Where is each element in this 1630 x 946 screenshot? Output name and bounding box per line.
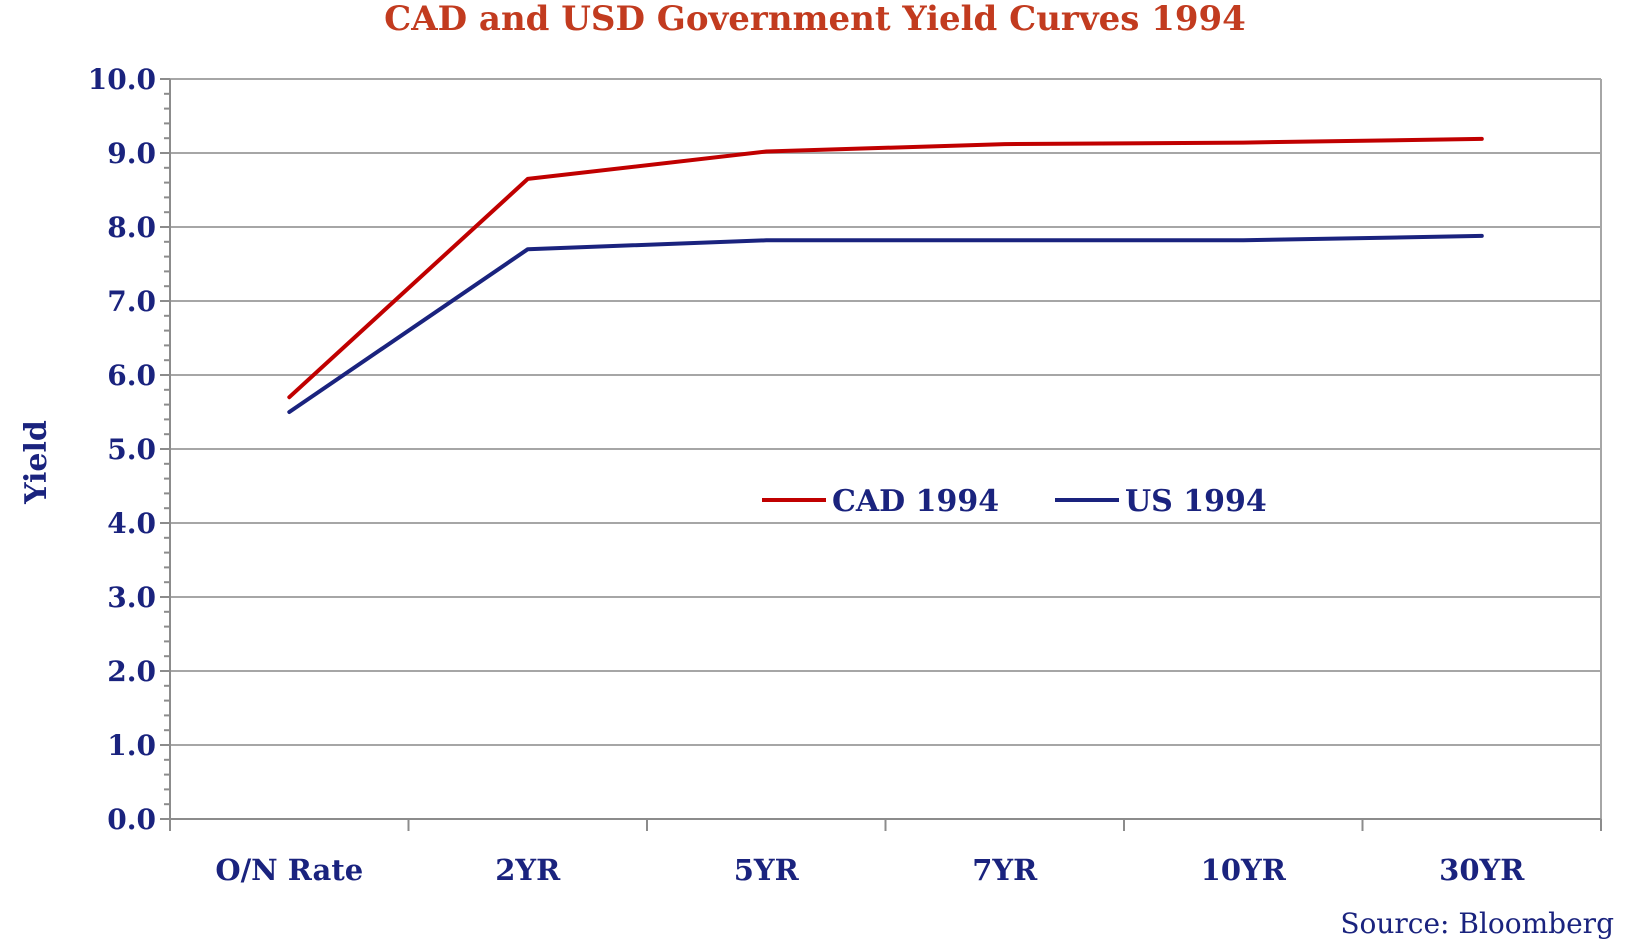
y-tick-label: 5.0 (107, 433, 156, 466)
series-line-1 (287, 233, 1484, 414)
series-lines (287, 136, 1484, 414)
x-tick-label: 5YR (734, 853, 800, 887)
y-tick-label: 8.0 (107, 211, 156, 244)
y-tick-label: 10.0 (88, 63, 156, 96)
y-tick-label: 6.0 (107, 359, 156, 392)
x-tick-label: 10YR (1201, 853, 1287, 887)
legend-label: CAD 1994 (832, 484, 999, 519)
y-tick-label: 3.0 (107, 581, 156, 614)
y-axis-label: Yield (19, 420, 54, 505)
y-tick-label: 2.0 (107, 655, 156, 688)
y-tick-label: 4.0 (107, 507, 156, 540)
y-tick-label: 9.0 (107, 137, 156, 170)
y-tick-label: 0.0 (107, 803, 156, 836)
y-tick-label: 1.0 (107, 729, 156, 762)
x-tick-label: O/N Rate (215, 853, 363, 887)
x-tick-label: 2YR (495, 853, 561, 887)
axes: 0.0 1.0 2.0 3.0 4.0 5.0 6.0 7.0 8.0 9.0 10.0 O/N Ra… (88, 63, 1602, 887)
legend-label: US 1994 (1125, 484, 1267, 519)
grid-lines (170, 78, 1602, 819)
y-tick-label: 7.0 (107, 285, 156, 318)
series-line-0 (287, 136, 1484, 400)
x-tick-label: 7YR (972, 853, 1038, 887)
source-note: Source: Bloomberg (1340, 907, 1614, 940)
chart-title: CAD and USD Government Yield Curves 1994 (384, 0, 1246, 39)
x-tick-label: 30YR (1439, 853, 1525, 887)
legend: CAD 1994 US 1994 (762, 484, 1267, 519)
